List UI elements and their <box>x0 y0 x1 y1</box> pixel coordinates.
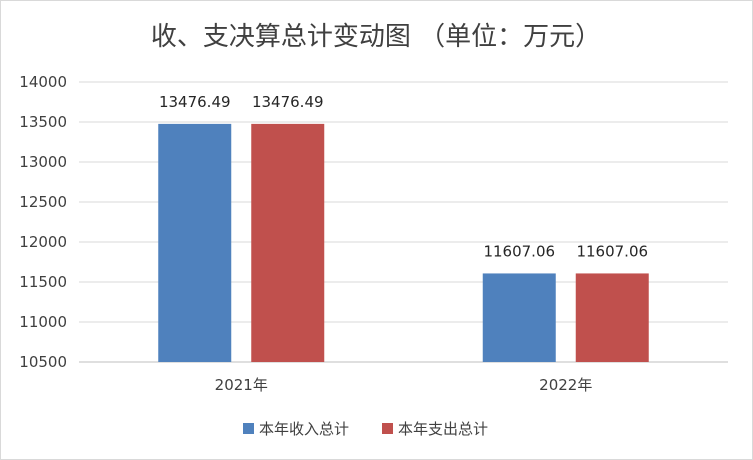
x-axis-categories: 2021年 2022年 <box>215 376 593 394</box>
legend-label: 本年收入总计 <box>259 420 349 438</box>
data-label: 11607.06 <box>483 242 555 260</box>
bar <box>158 123 232 362</box>
legend: 本年收入总计 本年支出总计 <box>243 420 488 438</box>
y-tick-label: 13500 <box>19 113 67 131</box>
y-tick-label: 12000 <box>19 233 67 251</box>
y-tick-label: 11000 <box>19 313 67 331</box>
bar <box>251 123 325 362</box>
bar <box>482 273 556 362</box>
chart-title: 收、支决算总计变动图 （单位：万元） <box>151 22 601 52</box>
data-label: 13476.49 <box>252 93 324 111</box>
data-label: 11607.06 <box>576 242 648 260</box>
y-tick-label: 12500 <box>19 193 67 211</box>
legend-swatch <box>243 423 254 434</box>
y-tick-label: 13000 <box>19 153 67 171</box>
legend-label: 本年支出总计 <box>398 420 488 438</box>
y-tick-label: 10500 <box>19 353 67 371</box>
y-axis-ticks: 10500 11000 11500 12000 12500 13000 13500 14000 <box>19 73 67 371</box>
data-labels: 13476.49 13476.49 11607.06 11607.06 <box>159 93 648 261</box>
x-category-label: 2021年 <box>215 376 268 394</box>
data-label: 13476.49 <box>159 93 231 111</box>
bars <box>158 123 649 362</box>
y-tick-label: 11500 <box>19 273 67 291</box>
legend-swatch <box>382 423 393 434</box>
x-category-label: 2022年 <box>539 376 592 394</box>
bar <box>575 273 649 362</box>
y-tick-label: 14000 <box>19 73 67 91</box>
